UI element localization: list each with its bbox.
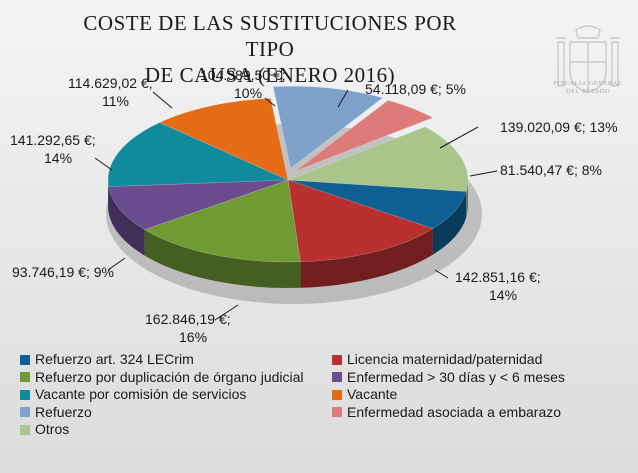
legend-label: Refuerzo por duplicación de órgano judic… xyxy=(35,368,304,385)
data-label: 142.851,16 €; 14% xyxy=(455,269,541,303)
legend-swatch xyxy=(332,407,342,418)
legend-item: Vacante por comisión de servicios xyxy=(20,386,332,404)
legend-label: Enfermedad asociada a embarazo xyxy=(347,403,562,420)
legend-label: Licencia maternidad/paternidad xyxy=(347,351,543,367)
legend-swatch xyxy=(332,389,342,400)
data-label: 81.540,47 €; 8% xyxy=(500,162,602,178)
chart-title-line: DE CAUSA (ENERO 2016) xyxy=(144,63,396,87)
pie-slice-side xyxy=(144,229,301,288)
logo-text-line: DEL ESTADO xyxy=(565,88,611,95)
data-label: 93.746,19 €; 9% xyxy=(12,264,114,280)
legend-item: Refuerzo xyxy=(20,404,332,422)
legend-swatch xyxy=(20,424,30,435)
legend-item: Refuerzo por duplicación de órgano judic… xyxy=(20,369,332,387)
legend-swatch xyxy=(20,389,30,400)
legend-item: Licencia maternidad/paternidad xyxy=(332,351,620,369)
legend-swatch xyxy=(332,354,342,365)
pie-slice-side xyxy=(300,228,433,288)
pie-slice xyxy=(287,126,469,192)
leader-line xyxy=(439,126,479,149)
data-label: 104.389,50 €; 10% xyxy=(200,67,286,101)
data-label: 114.629,02 €; 11% xyxy=(68,75,153,109)
data-label: 139.020,09 €; 13% xyxy=(500,119,618,135)
legend-item: Refuerzo art. 324 LECrim xyxy=(20,351,332,369)
chart-title: COSTE DE LAS SUSTITUCIONES POR TIPO DE C… xyxy=(60,10,480,88)
legend-label: Otros xyxy=(35,421,70,437)
legend-label: Enfermedad > 30 días y < 6 meses xyxy=(347,368,565,385)
legend-label: Vacante por comisión de servicios xyxy=(35,386,247,402)
data-label: 141.292,65 €; 14% xyxy=(10,132,96,166)
pie-slice xyxy=(143,179,301,263)
pie-slice xyxy=(107,122,289,187)
logo-text: FISCALÍA GENERAL DEL ESTADO xyxy=(540,80,636,96)
coat-of-arms-icon xyxy=(556,25,620,93)
leader-line xyxy=(469,170,498,177)
legend-item: Enfermedad asociada a embarazo xyxy=(332,404,620,422)
data-label: 54.118,09 €; 5% xyxy=(365,81,466,97)
legend-label: Refuerzo xyxy=(35,403,92,420)
legend-item: Enfermedad > 30 días y < 6 meses xyxy=(332,369,620,387)
legend-swatch xyxy=(332,372,342,383)
pie-slice xyxy=(159,98,289,181)
leader-line xyxy=(337,89,349,108)
pie-slice xyxy=(287,179,434,263)
logo-text-line: FISCALÍA GENERAL xyxy=(553,80,623,87)
pie-slice xyxy=(272,86,384,169)
pie-slice xyxy=(108,179,289,230)
legend-label: Refuerzo art. 324 LECrim xyxy=(35,351,194,367)
legend-swatch xyxy=(20,407,30,418)
leader-line xyxy=(94,157,113,171)
chart-legend: Refuerzo art. 324 LECrim Licencia materni… xyxy=(20,351,620,439)
pie-slice-side xyxy=(432,191,467,255)
legend-label: Vacante xyxy=(347,386,398,402)
pie-slice-side xyxy=(108,186,145,256)
pie-slice-side xyxy=(466,180,468,218)
pie-slice xyxy=(295,100,434,172)
legend-item: Otros xyxy=(20,421,332,439)
leader-line xyxy=(434,269,449,279)
chart-title-line: COSTE DE LAS SUSTITUCIONES POR TIPO xyxy=(83,11,457,61)
leader-line xyxy=(107,257,126,271)
leader-line xyxy=(214,304,239,321)
pie-slice xyxy=(287,179,467,229)
data-label: 162.846,19 €; 16% xyxy=(145,311,231,345)
leader-line xyxy=(264,97,276,107)
legend-swatch xyxy=(20,354,30,365)
legend-item: Vacante xyxy=(332,386,620,404)
leader-line xyxy=(152,91,173,109)
pie-slice-side xyxy=(108,180,109,213)
legend-swatch xyxy=(20,372,30,383)
